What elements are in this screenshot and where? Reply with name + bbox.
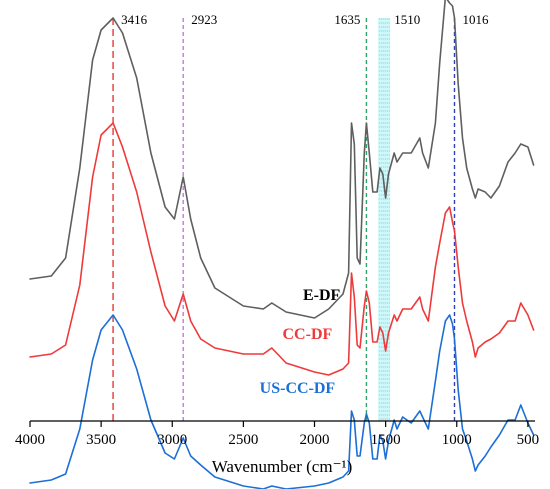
peak-label-1016: 1016 (462, 12, 489, 27)
x-tick-label: 1000 (442, 432, 472, 448)
x-tick-label: 1500 (371, 432, 401, 448)
x-tick-label: 3500 (86, 432, 116, 448)
peak-band-1510 (378, 18, 391, 421)
x-tick-label: 2500 (228, 432, 258, 448)
series-layer (29, 0, 535, 489)
x-tick-label: 500 (517, 432, 540, 448)
series-label-e-df: E-DF (303, 287, 341, 304)
x-tick-label: 2000 (300, 432, 330, 448)
series-line-us-cc-df (29, 314, 535, 489)
peak-label-1635: 1635 (334, 12, 360, 27)
series-line-e-df (29, 0, 535, 319)
peak-label-3416: 3416 (121, 12, 147, 27)
series-label-us-cc-df: US-CC-DF (260, 380, 336, 397)
x-tick-label: 3000 (157, 432, 187, 448)
peak-label-2923: 2923 (191, 12, 217, 27)
x-tick-label: 4000 (15, 432, 45, 448)
series-label-cc-df: CC-DF (283, 326, 333, 343)
x-axis-ticks: 4000 3500 3000 2500 2000 1500 1000 500 (15, 421, 539, 448)
peak-label-1510: 1510 (394, 12, 420, 27)
x-axis-title: Wavenumber (cm⁻¹) (212, 457, 353, 476)
series-labels: E-DF CC-DF US-CC-DF (260, 287, 341, 397)
series-line-cc-df (29, 122, 535, 376)
reference-lines: 3416 2923 1635 1510 1016 (112, 12, 489, 421)
